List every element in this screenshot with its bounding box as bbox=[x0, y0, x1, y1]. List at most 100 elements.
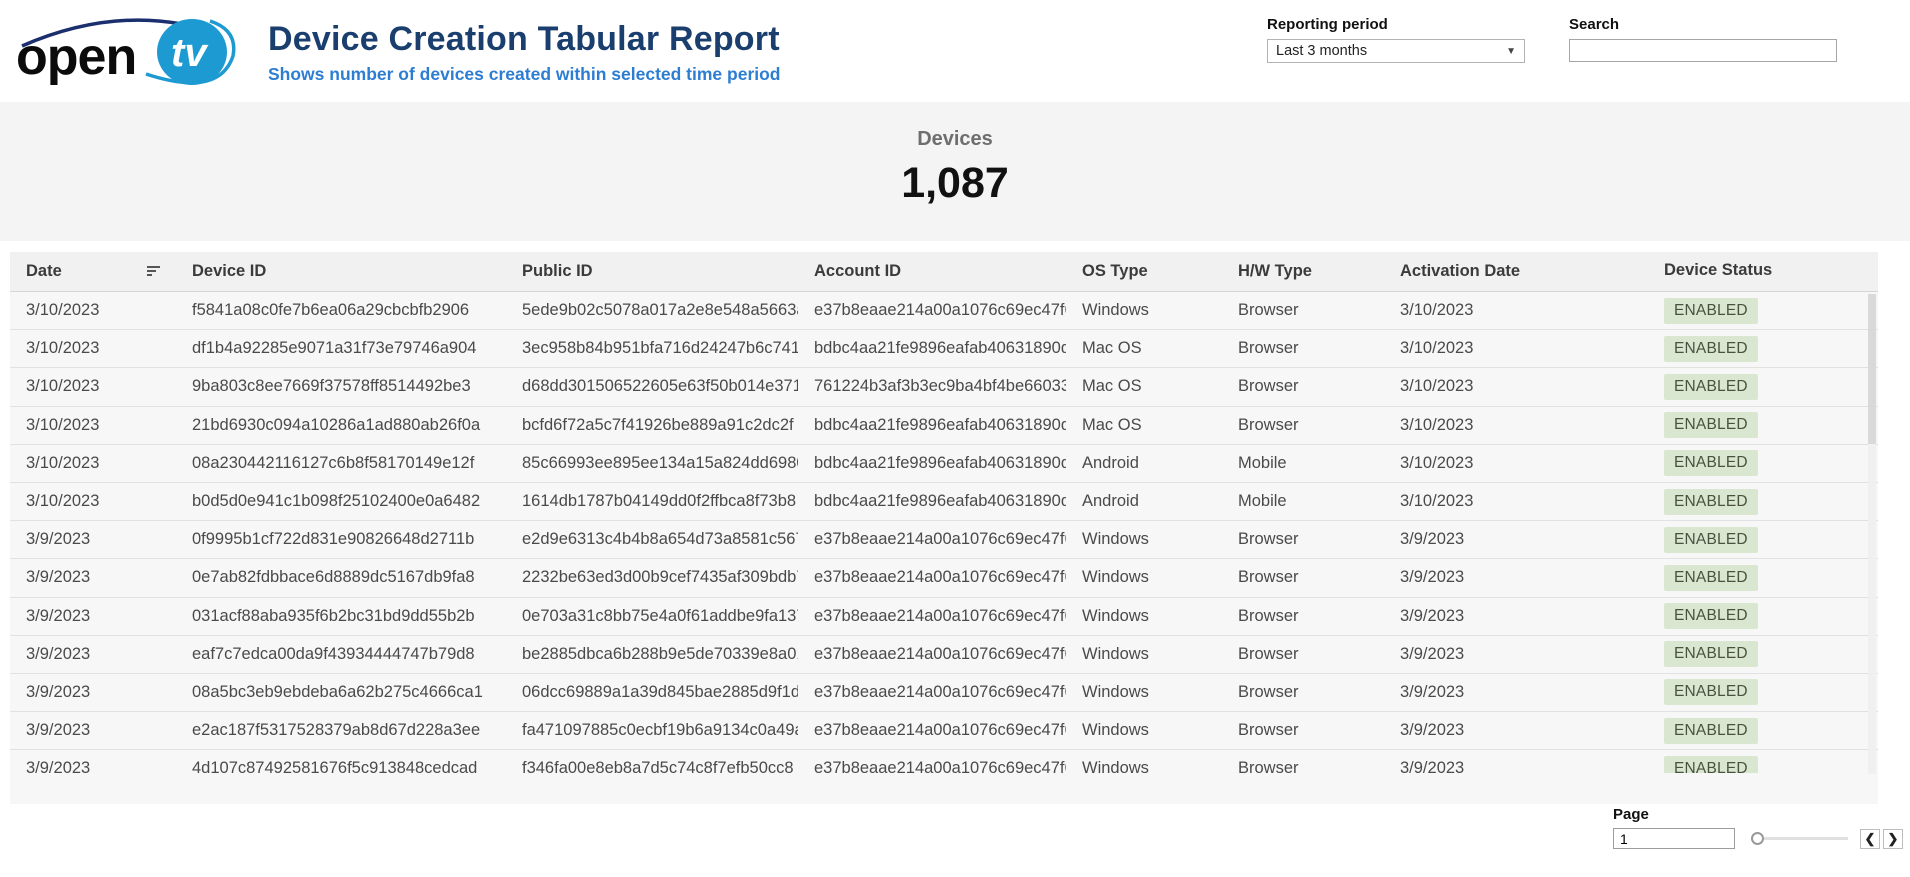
cell-public-id: 2232be63ed3d00b9cef7435af309bdb7 bbox=[522, 568, 798, 587]
table-row: 3/9/2023 08a5bc3eb9ebdeba6a62b275c4666ca… bbox=[10, 673, 1878, 713]
search-label: Search bbox=[1569, 16, 1620, 33]
column-header-date[interactable]: Date bbox=[10, 262, 176, 281]
column-header-device-status[interactable]: Device Status bbox=[1664, 261, 1773, 279]
cell-device-status: ENABLED bbox=[1648, 373, 1878, 400]
table-row: 3/10/2023 21bd6930c094a10286a1ad880ab26f… bbox=[10, 406, 1878, 445]
cell-date: 3/10/2023 bbox=[26, 415, 100, 434]
cell-device-status: ENABLED bbox=[1648, 450, 1878, 477]
cell-account-id: e37b8eaae214a00a1076c69ec47f6.. bbox=[814, 301, 1066, 320]
cell-account-id: e37b8eaae214a00a1076c69ec47f6.. bbox=[814, 721, 1066, 740]
cell-hw-type: Browser bbox=[1238, 721, 1299, 740]
cell-os-type: Windows bbox=[1082, 759, 1149, 773]
page-slider[interactable] bbox=[1751, 832, 1848, 845]
svg-text:open: open bbox=[16, 28, 136, 86]
table-scrollbar-thumb[interactable] bbox=[1868, 294, 1876, 444]
page-slider-handle[interactable] bbox=[1751, 832, 1764, 845]
table-body: 3/10/2023 f5841a08c0fe7b6ea06a29cbcbfb29… bbox=[10, 292, 1878, 773]
status-badge: ENABLED bbox=[1664, 603, 1758, 630]
status-badge: ENABLED bbox=[1664, 755, 1758, 773]
cell-account-id: bdbc4aa21fe9896eafab40631890d.. bbox=[814, 492, 1066, 511]
column-header-public-id[interactable]: Public ID bbox=[522, 262, 593, 280]
cell-public-id: 06dcc69889a1a39d845bae2885d9f1d2 bbox=[522, 682, 798, 701]
cell-account-id: e37b8eaae214a00a1076c69ec47f6.. bbox=[814, 568, 1066, 587]
status-badge: ENABLED bbox=[1664, 450, 1758, 477]
cell-hw-type: Browser bbox=[1238, 606, 1299, 625]
reporting-period-select[interactable]: Last 3 months ▼ bbox=[1267, 39, 1525, 63]
cell-date: 3/10/2023 bbox=[26, 339, 100, 358]
cell-public-id: d68dd301506522605e63f50b014e3713 bbox=[522, 377, 798, 396]
column-header-activation-date[interactable]: Activation Date bbox=[1400, 262, 1521, 280]
cell-account-id: e37b8eaae214a00a1076c69ec47f6.. bbox=[814, 759, 1066, 773]
cell-date: 3/10/2023 bbox=[26, 377, 100, 396]
cell-hw-type: Mobile bbox=[1238, 453, 1287, 472]
cell-device-status: ENABLED bbox=[1648, 412, 1878, 439]
column-header-hw-type[interactable]: H/W Type bbox=[1238, 262, 1312, 280]
column-header-device-id[interactable]: Device ID bbox=[192, 262, 267, 280]
table-row: 3/10/2023 9ba803c8ee7669f37578ff8514492b… bbox=[10, 368, 1878, 407]
cell-device-id: b0d5d0e941c1b098f25102400e0a6482 bbox=[192, 492, 481, 511]
cell-date: 3/9/2023 bbox=[26, 682, 91, 701]
cell-hw-type: Browser bbox=[1238, 339, 1299, 358]
page-title: Device Creation Tabular Report bbox=[268, 20, 780, 58]
cell-device-status: ENABLED bbox=[1648, 755, 1878, 773]
cell-hw-type: Browser bbox=[1238, 568, 1299, 587]
cell-hw-type: Browser bbox=[1238, 377, 1299, 396]
cell-activation-date: 3/9/2023 bbox=[1400, 721, 1465, 740]
cell-device-status: ENABLED bbox=[1648, 564, 1878, 591]
cell-account-id: e37b8eaae214a00a1076c69ec47f6.. bbox=[814, 606, 1066, 625]
cell-public-id: e2d9e6313c4b4b8a654d73a8581c567d bbox=[522, 530, 798, 549]
cell-activation-date: 3/9/2023 bbox=[1400, 759, 1465, 773]
previous-page-button[interactable]: ❮ bbox=[1860, 828, 1880, 849]
cell-device-id: 031acf88aba935f6b2bc31bd9dd55b2b bbox=[192, 606, 475, 625]
cell-date: 3/10/2023 bbox=[26, 492, 100, 511]
cell-public-id: bcfd6f72a5c7f41926be889a91c2dc2f bbox=[522, 415, 794, 434]
cell-hw-type: Browser bbox=[1238, 301, 1299, 320]
top-bar: open tv Device Creation Tabular Report S… bbox=[0, 0, 1910, 102]
cell-activation-date: 3/10/2023 bbox=[1400, 339, 1474, 358]
cell-activation-date: 3/9/2023 bbox=[1400, 530, 1465, 549]
status-badge: ENABLED bbox=[1664, 641, 1758, 668]
cell-activation-date: 3/10/2023 bbox=[1400, 377, 1474, 396]
table-row: 3/9/2023 e2ac187f5317528379ab8d67d228a3e… bbox=[10, 712, 1878, 751]
status-badge: ENABLED bbox=[1664, 679, 1758, 706]
cell-device-id: 21bd6930c094a10286a1ad880ab26f0a bbox=[192, 415, 481, 434]
table-row: 3/10/2023 f5841a08c0fe7b6ea06a29cbcbfb29… bbox=[10, 292, 1878, 331]
column-header-os-type[interactable]: OS Type bbox=[1082, 262, 1148, 280]
cell-os-type: Windows bbox=[1082, 721, 1149, 740]
devices-table: Date Device ID Public ID Account ID OS T… bbox=[10, 252, 1878, 804]
cell-device-id: 4d107c87492581676f5c913848cedcad bbox=[192, 759, 478, 773]
next-page-button[interactable]: ❯ bbox=[1883, 828, 1903, 849]
cell-hw-type: Browser bbox=[1238, 415, 1299, 434]
cell-activation-date: 3/9/2023 bbox=[1400, 568, 1465, 587]
cell-public-id: 85c66993ee895ee134a15a824dd6980d bbox=[522, 453, 798, 472]
reporting-period-label: Reporting period bbox=[1267, 16, 1388, 33]
table-row: 3/9/2023 4d107c87492581676f5c913848cedca… bbox=[10, 750, 1878, 773]
cell-os-type: Windows bbox=[1082, 606, 1149, 625]
devices-count-value: 1,087 bbox=[901, 159, 1009, 207]
cell-device-id: e2ac187f5317528379ab8d67d228a3ee bbox=[192, 721, 481, 740]
page-slider-track[interactable] bbox=[1751, 837, 1848, 840]
column-header-account-id[interactable]: Account ID bbox=[814, 262, 902, 280]
table-row: 3/9/2023 eaf7c7edca00da9f43934444747b79d… bbox=[10, 635, 1878, 674]
cell-device-id: 08a5bc3eb9ebdeba6a62b275c4666ca1 bbox=[192, 682, 483, 701]
cell-device-status: ENABLED bbox=[1648, 526, 1878, 553]
cell-os-type: Windows bbox=[1082, 568, 1149, 587]
cell-device-status: ENABLED bbox=[1648, 297, 1878, 324]
table-row: 3/9/2023 0e7ab82fdbbace6d8889dc5167db9fa… bbox=[10, 559, 1878, 598]
cell-device-status: ENABLED bbox=[1648, 335, 1878, 362]
cell-hw-type: Browser bbox=[1238, 644, 1299, 663]
table-scrollbar[interactable] bbox=[1868, 294, 1876, 774]
search-input[interactable] bbox=[1569, 39, 1837, 62]
status-badge: ENABLED bbox=[1664, 373, 1758, 400]
cell-account-id: e37b8eaae214a00a1076c69ec47f6.. bbox=[814, 530, 1066, 549]
page-number-input[interactable] bbox=[1613, 828, 1735, 849]
cell-account-id: bdbc4aa21fe9896eafab40631890d.. bbox=[814, 339, 1066, 358]
table-row: 3/10/2023 df1b4a92285e9071a31f73e79746a9… bbox=[10, 330, 1878, 369]
cell-activation-date: 3/10/2023 bbox=[1400, 492, 1474, 511]
table-header-row: Date Device ID Public ID Account ID OS T… bbox=[10, 252, 1878, 292]
status-badge: ENABLED bbox=[1664, 717, 1758, 744]
sort-descending-icon[interactable] bbox=[147, 265, 160, 278]
title-block: Device Creation Tabular Report Shows num… bbox=[268, 20, 781, 85]
cell-account-id: bdbc4aa21fe9896eafab40631890d.. bbox=[814, 453, 1066, 472]
